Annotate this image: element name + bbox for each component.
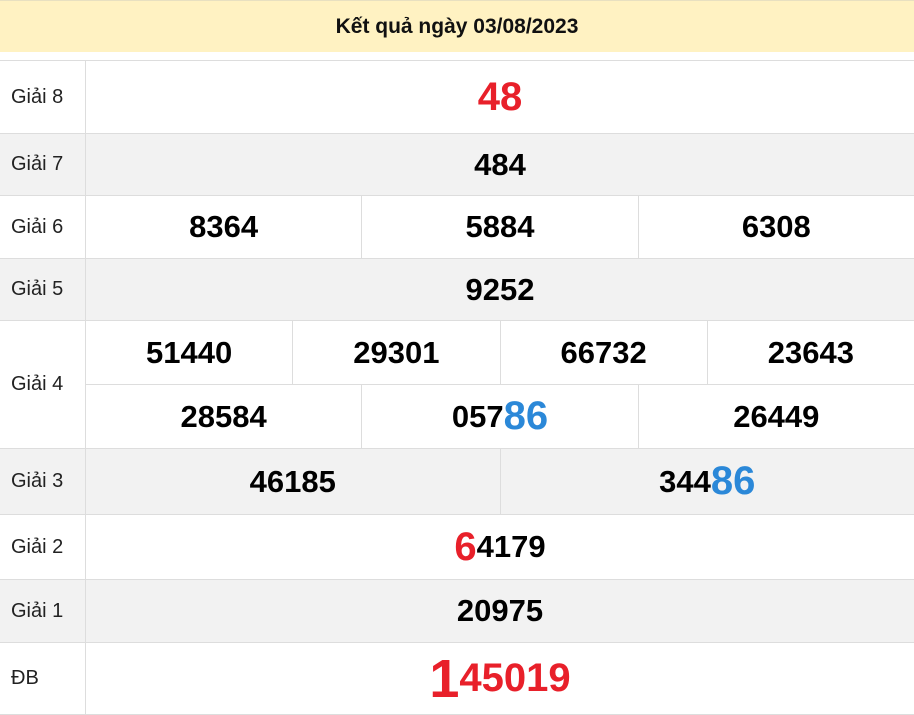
number-part: 9252	[466, 272, 535, 308]
number-part: 23643	[768, 335, 854, 371]
prize-label: Giải 6	[0, 196, 86, 258]
prize-label: Giải 5	[0, 259, 86, 320]
number-part: 28584	[181, 399, 267, 435]
prize-number: 26449	[638, 385, 914, 448]
number-part: 29301	[353, 335, 439, 371]
prize-label: Giải 2	[0, 515, 86, 579]
prize-number: 20975	[86, 580, 914, 642]
prize-label: Giải 4	[0, 321, 86, 448]
prize-row: Giải 8 48	[0, 61, 914, 134]
prize-label: Giải 3	[0, 449, 86, 514]
number-part: 45019	[459, 656, 570, 701]
prize-number: 6308	[638, 196, 914, 258]
number-part: 5884	[466, 209, 535, 245]
prize-label: Giải 1	[0, 580, 86, 642]
number-part: 20975	[457, 593, 543, 629]
prize-number: 48	[86, 61, 914, 133]
prize-row: Giải 5 9252	[0, 259, 914, 321]
prize-number: 29301	[292, 321, 499, 384]
number-part: 057	[452, 399, 504, 435]
number-part: 26449	[733, 399, 819, 435]
number-part: 6	[454, 525, 476, 570]
number-part: 8364	[189, 209, 258, 245]
number-part: 66732	[561, 335, 647, 371]
number-part: 48	[478, 75, 523, 120]
results-header: Kết quả ngày 03/08/2023	[0, 0, 914, 52]
number-part: 344	[659, 464, 711, 500]
prize-label: ĐB	[0, 643, 86, 714]
number-part: 86	[504, 394, 549, 439]
number-part: 4179	[477, 529, 546, 565]
number-part: 484	[474, 147, 526, 183]
prize-number: 46185	[86, 449, 500, 514]
prize-row: Giải 6 8364 5884 6308	[0, 196, 914, 259]
number-part: 6308	[742, 209, 811, 245]
number-part: 1	[429, 648, 459, 710]
prize-number: 66732	[500, 321, 707, 384]
prize-number: 28584	[86, 385, 361, 448]
prize-row: Giải 7 484	[0, 134, 914, 196]
prize-number: 484	[86, 134, 914, 195]
prize-number: 8364	[86, 196, 361, 258]
number-part: 86	[711, 459, 756, 504]
prize-number: 9252	[86, 259, 914, 320]
prize-number: 51440	[86, 321, 292, 384]
prize-row: Giải 1 20975	[0, 580, 914, 643]
prize-number: 23643	[707, 321, 914, 384]
prize-label: Giải 8	[0, 61, 86, 133]
prize-label: Giải 7	[0, 134, 86, 195]
number-part: 51440	[146, 335, 232, 371]
prize-number: 5884	[361, 196, 637, 258]
number-part: 46185	[250, 464, 336, 500]
